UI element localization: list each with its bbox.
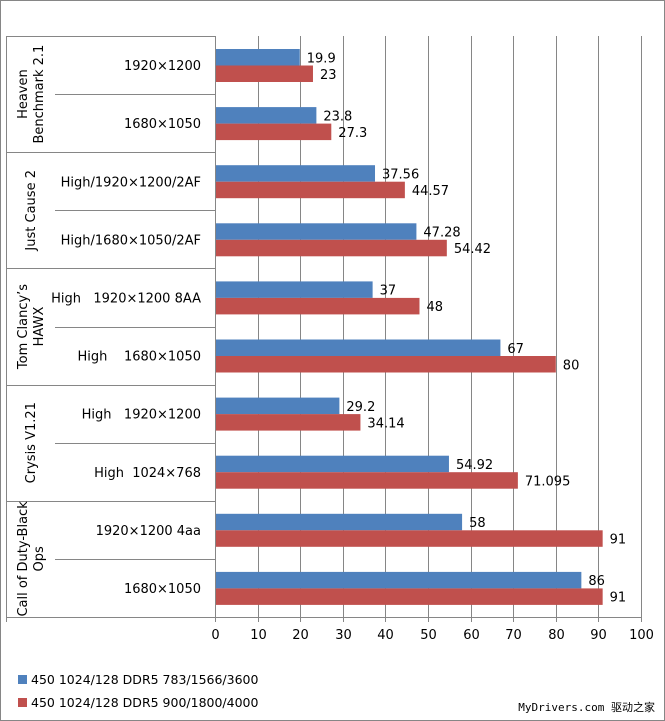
group-label-line: Call of Duty-Black — [16, 501, 31, 617]
category-label: 1680×1050 — [124, 582, 201, 597]
data-label-series-2: 71.095 — [525, 474, 571, 489]
bar-series-1 — [216, 107, 317, 124]
category-label: 1920×1200 4aa — [96, 524, 201, 539]
category-label: High/1680×1050/2AF — [61, 233, 201, 248]
category-label: High 1024×768 — [94, 466, 201, 481]
bar-series-2 — [216, 356, 556, 373]
x-tick-label-20: 20 — [292, 628, 309, 643]
data-label-series-1: 37 — [380, 284, 397, 299]
x-tick-label-100: 100 — [629, 628, 654, 643]
bar-series-2 — [216, 530, 603, 547]
x-tick-label-70: 70 — [505, 628, 522, 643]
data-label-series-1: 47.28 — [423, 226, 460, 241]
category-label: High/1920×1200/2AF — [61, 175, 201, 190]
data-label-series-1: 37.56 — [382, 167, 419, 182]
x-tick-label-30: 30 — [335, 628, 352, 643]
category-label: 1680×1050 — [124, 117, 201, 132]
data-label-series-1: 86 — [588, 574, 605, 589]
x-tick-label-40: 40 — [377, 628, 394, 643]
data-label-series-2: 48 — [426, 300, 443, 315]
bar-series-2 — [216, 65, 313, 82]
group-label-line: Ops — [32, 546, 47, 571]
x-tick-label-50: 50 — [420, 628, 437, 643]
bar-series-1 — [216, 571, 582, 589]
data-label-series-2: 91 — [610, 591, 627, 606]
x-tick-label-60: 60 — [463, 628, 480, 643]
data-label-series-1: 58 — [469, 516, 486, 531]
category-label: 1920×1200 — [124, 59, 201, 74]
group-label-line: Benchmark 2.1 — [32, 45, 47, 144]
data-label-series-1: 54.92 — [456, 458, 493, 473]
data-label-series-2: 23 — [320, 68, 337, 83]
bar-series-2 — [216, 239, 447, 257]
bar-series-1 — [216, 223, 417, 240]
bar-series-1 — [216, 165, 376, 182]
group-label-2: Tom Clancy’s HAWX — [16, 284, 47, 370]
bar-series-1 — [216, 397, 340, 415]
bar-series-2 — [216, 472, 518, 489]
data-label-series-2: 34.14 — [367, 416, 404, 431]
legend-swatch-series-1 — [18, 675, 27, 684]
bars — [216, 49, 603, 605]
x-tick-label-90: 90 — [590, 628, 607, 643]
bar-series-2 — [216, 588, 603, 605]
legend-item-series-2: 450 1024/128 DDR5 900/1800/4000 — [18, 691, 258, 714]
watermark: MyDrivers.com 驱动之家 — [518, 701, 655, 714]
data-label-series-1: 29.2 — [346, 400, 375, 415]
data-label-series-1: 19.9 — [307, 51, 336, 66]
data-label-series-2: 91 — [610, 533, 627, 548]
legend-label-series-1: 450 1024/128 DDR5 783/1566/3600 — [31, 672, 259, 687]
bar-series-1 — [216, 513, 463, 531]
group-label-1: Just Cause 2 — [24, 170, 39, 252]
group-label-line: HAWX — [32, 307, 47, 347]
group-label-line: Heaven — [16, 69, 31, 119]
legend-swatch-series-2 — [18, 698, 27, 707]
group-label-4: Call of Duty-Black Ops — [16, 501, 47, 617]
bar-series-2 — [216, 414, 361, 431]
bar-series-2 — [216, 181, 405, 199]
x-tick-label-80: 80 — [548, 628, 565, 643]
bar-series-2 — [216, 123, 332, 141]
bar-series-1 — [216, 49, 300, 66]
group-label-0: Heaven Benchmark 2.1 — [16, 45, 47, 144]
x-tick-label-10: 10 — [250, 628, 267, 643]
data-label-series-2: 27.3 — [338, 126, 367, 141]
category-label: High 1920×1200 — [82, 408, 201, 423]
data-label-series-2: 54.42 — [454, 242, 491, 257]
category-label: High 1920×1200 8AA — [51, 291, 201, 306]
bar-series-2 — [216, 297, 420, 315]
legend: 450 1024/128 DDR5 783/1566/3600 450 1024… — [18, 668, 258, 714]
legend-label-series-2: 450 1024/128 DDR5 900/1800/4000 — [31, 695, 259, 710]
category-label: High 1680×1050 — [78, 350, 201, 365]
data-label-series-1: 23.8 — [323, 109, 352, 124]
category-table: Heaven Benchmark 2.1 1920×1200 1680×1050 Jus… — [6, 36, 216, 622]
group-label-line: Just Cause 2 — [24, 170, 39, 252]
bar-series-1 — [216, 339, 501, 356]
group-label-line: Crysis V1.21 — [24, 402, 39, 483]
group-label-3: Crysis V1.21 — [24, 402, 39, 483]
data-label-series-1: 67 — [507, 342, 524, 357]
group-label-line: Tom Clancy’s — [16, 284, 31, 370]
data-label-series-2: 44.57 — [412, 184, 449, 199]
x-axis: 0 10 20 30 40 50 60 70 80 90 100 — [211, 617, 654, 643]
legend-item-series-1: 450 1024/128 DDR5 783/1566/3600 — [18, 668, 258, 691]
bar-series-1 — [216, 281, 373, 298]
bar-series-1 — [216, 455, 449, 473]
x-tick-label-0: 0 — [211, 628, 219, 643]
data-label-series-2: 80 — [563, 358, 580, 373]
